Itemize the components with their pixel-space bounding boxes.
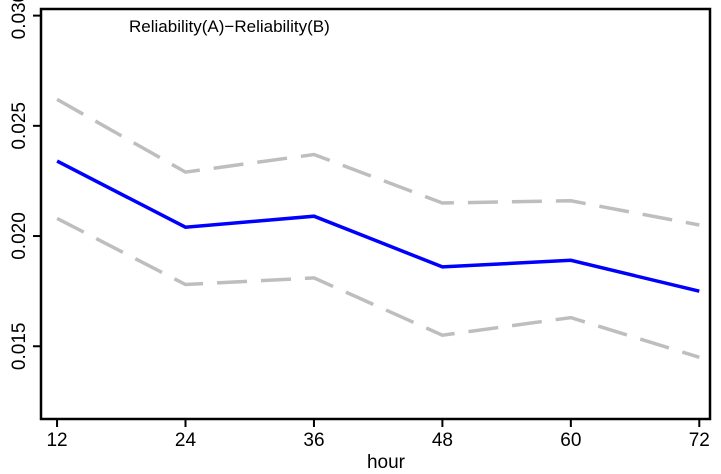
- y-tick-label: 0.030: [9, 0, 30, 39]
- y-axis: 0.015 0.020 0.025 0.030: [9, 0, 41, 370]
- plot-area: [56, 97, 700, 359]
- series-line-lower-bound: [56, 216, 700, 359]
- series-line-upper-bound: [56, 97, 700, 227]
- plot-frame: [39, 7, 712, 421]
- y-tick-label: 0.020: [9, 212, 30, 260]
- x-tick-label: 60: [560, 430, 581, 451]
- series-line-estimate: [56, 159, 700, 293]
- x-tick-label: 36: [303, 430, 324, 451]
- y-tick-label: 0.025: [9, 102, 30, 150]
- x-tick-label: 12: [46, 430, 67, 451]
- x-axis-title: hour: [367, 452, 406, 473]
- x-axis: 12 24 36 48 60 72: [46, 419, 710, 451]
- x-tick-label: 72: [689, 430, 710, 451]
- chart-annotation: Reliability(A)−Reliability(B): [129, 17, 330, 36]
- x-tick-label: 24: [175, 430, 197, 451]
- y-tick-label: 0.015: [9, 323, 30, 371]
- x-tick-label: 48: [432, 430, 453, 451]
